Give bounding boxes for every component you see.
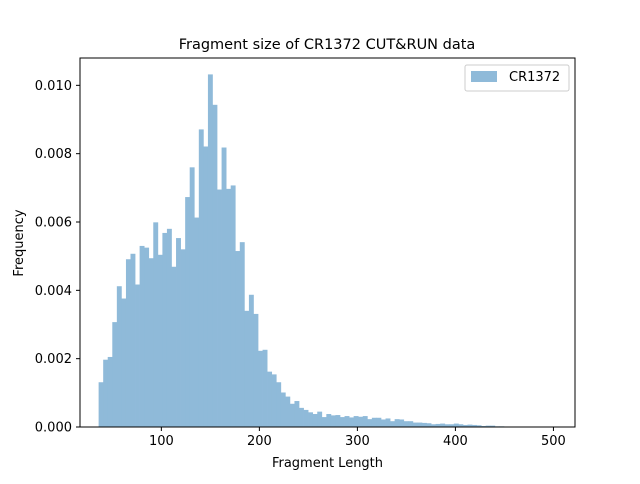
histogram-bar [272,374,277,427]
histogram-bar [199,129,204,427]
histogram-bar [190,167,195,427]
histogram-bar [395,419,400,427]
histogram-bar [126,259,131,427]
histogram-bar [422,423,427,427]
histogram-bar [404,421,409,427]
y-axis-label: Frequency [12,209,27,276]
histogram-bar [112,322,117,427]
histogram-bar [326,414,331,427]
x-axis-label: Fragment Length [272,456,383,471]
histogram-bar [135,285,140,427]
histogram-bar [140,246,145,427]
histogram-bar [399,419,404,427]
histogram-bar [244,311,249,427]
histogram-bar [231,185,236,427]
histogram-bar [363,416,368,427]
histogram-bar [203,146,208,427]
histogram-bar [263,350,268,427]
histogram-bar [354,416,359,427]
histogram-bar [427,423,432,427]
histogram-bar [208,74,213,427]
histogram-bar [176,238,181,427]
histogram-bar [103,360,108,427]
legend: CR1372 [465,65,569,91]
histogram-bar [217,190,222,427]
x-tick-label: 100 [149,434,174,449]
histogram-bar [267,372,272,427]
histogram-bar [413,423,418,427]
histogram-bar [253,314,258,427]
histogram-bar [381,419,386,427]
histogram-bar [162,233,167,427]
histogram-bar [340,417,345,427]
histogram-bar [212,105,217,427]
legend-swatch [471,71,497,82]
histogram-bar [335,415,340,427]
histogram-bar [331,415,336,427]
x-tick-label: 500 [541,434,566,449]
histogram-bar [308,412,313,427]
y-tick-label: 0.002 [35,352,72,367]
histogram-bar [117,286,122,427]
histogram-bar [108,357,113,427]
histogram-bar [276,382,281,427]
y-tick-label: 0.004 [35,284,72,299]
histogram-bar [299,408,304,427]
histogram-bar [185,197,190,427]
histogram-bar [440,424,445,427]
histogram-bar [222,148,227,427]
histogram-bar [390,421,395,427]
y-tick-label: 0.006 [35,216,72,231]
histogram-bar [226,189,231,427]
histogram-bar [171,267,176,427]
histogram-bar [153,222,158,427]
histogram-bar [367,419,372,427]
histogram-bar [281,392,286,427]
histogram-bar [417,423,422,427]
histogram-bar [235,251,240,427]
histogram-bar [349,417,354,427]
histogram-bar [294,401,299,427]
histogram-bar [386,418,391,427]
histogram-bar [376,418,381,427]
histogram-bar [149,258,154,427]
histogram-bar [258,351,263,427]
histogram-bar [121,299,126,427]
chart-title: Fragment size of CR1372 CUT&RUN data [179,37,476,53]
legend-label: CR1372 [509,70,560,85]
histogram-bar [158,255,163,427]
histogram-bar [313,414,318,427]
histogram-bar [408,421,413,427]
x-tick-label: 300 [345,434,370,449]
histogram-bar [240,242,245,427]
histogram-bar [131,254,136,427]
histogram-bar [99,382,104,427]
histogram-bar [372,418,377,427]
histogram-bar [290,404,295,427]
histogram-bar [167,229,172,427]
histogram-bar [358,417,363,427]
histogram-bar [345,416,350,427]
histogram-bar [285,397,290,427]
y-tick-label: 0.008 [35,147,72,162]
histogram-bar [181,249,186,427]
y-tick-label: 0.000 [35,421,72,436]
x-tick-label: 200 [247,434,272,449]
histogram-bar [249,295,254,427]
histogram-bar [144,248,149,427]
histogram-bar [304,410,309,427]
histogram-bar [194,218,199,427]
y-tick-label: 0.010 [35,79,72,94]
histogram-bar [322,417,327,427]
histogram-bar [454,424,459,427]
histogram-bar [317,412,322,427]
x-tick-label: 400 [443,434,468,449]
